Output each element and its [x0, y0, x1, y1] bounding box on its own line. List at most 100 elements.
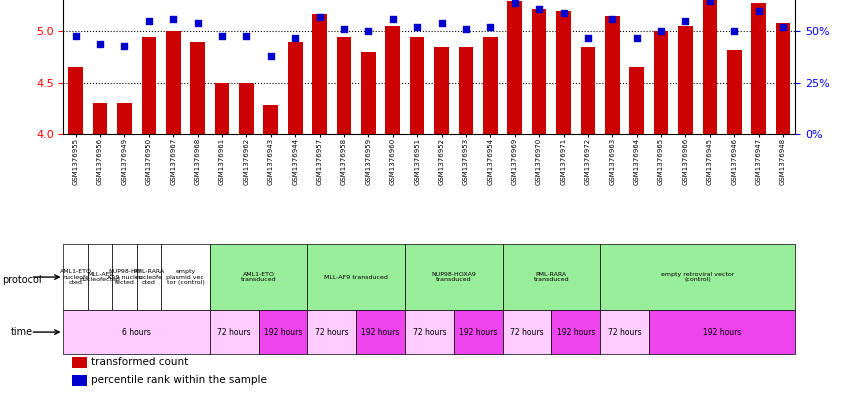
Text: 72 hours: 72 hours: [315, 328, 349, 336]
Point: [288, 35, 302, 41]
Bar: [72, 357, 87, 368]
Text: 192 hours: 192 hours: [459, 328, 497, 336]
Bar: [141, 37, 157, 134]
Bar: [190, 42, 205, 134]
Text: 72 hours: 72 hours: [607, 328, 641, 336]
Bar: [654, 31, 668, 134]
Bar: [239, 83, 254, 134]
Point: [728, 28, 741, 35]
Text: transformed count: transformed count: [91, 357, 188, 367]
Point: [167, 16, 180, 22]
Text: AML1-ETO
nucleofe
cted: AML1-ETO nucleofe cted: [60, 269, 91, 285]
Bar: [532, 9, 547, 134]
Text: MLL-AF9
nucleofected: MLL-AF9 nucleofected: [80, 272, 120, 283]
Point: [459, 26, 473, 33]
Text: 192 hours: 192 hours: [703, 328, 741, 336]
Bar: [288, 42, 303, 134]
Bar: [503, 244, 600, 310]
Text: 192 hours: 192 hours: [557, 328, 595, 336]
Point: [532, 6, 546, 12]
Text: empty
plasmid vec
tor (control): empty plasmid vec tor (control): [167, 269, 205, 285]
Bar: [69, 67, 83, 134]
Bar: [113, 244, 136, 310]
Bar: [161, 244, 210, 310]
Point: [239, 32, 253, 39]
Bar: [93, 103, 107, 134]
Bar: [88, 244, 113, 310]
Bar: [215, 83, 229, 134]
Point: [410, 24, 424, 31]
Point: [630, 35, 644, 41]
Bar: [459, 47, 473, 134]
Text: 192 hours: 192 hours: [361, 328, 400, 336]
Point: [338, 26, 351, 33]
Text: 72 hours: 72 hours: [413, 328, 446, 336]
Bar: [727, 50, 742, 134]
Bar: [405, 310, 453, 354]
Bar: [776, 23, 790, 134]
Bar: [508, 1, 522, 134]
Point: [581, 35, 595, 41]
Bar: [63, 244, 88, 310]
Point: [606, 16, 619, 22]
Bar: [702, 0, 717, 134]
Bar: [63, 310, 210, 354]
Bar: [751, 3, 766, 134]
Bar: [405, 244, 503, 310]
Text: 72 hours: 72 hours: [510, 328, 544, 336]
Text: empty retroviral vector
(control): empty retroviral vector (control): [661, 272, 734, 283]
Bar: [117, 103, 132, 134]
Point: [264, 53, 277, 59]
Bar: [312, 14, 327, 134]
Bar: [210, 244, 307, 310]
Bar: [629, 67, 644, 134]
Bar: [166, 31, 180, 134]
Text: PML-RARA
nucleofe
cted: PML-RARA nucleofe cted: [134, 269, 164, 285]
Point: [654, 28, 667, 35]
Bar: [483, 37, 497, 134]
Bar: [409, 37, 425, 134]
Point: [484, 24, 497, 31]
Bar: [453, 310, 503, 354]
Bar: [136, 244, 161, 310]
Bar: [678, 26, 693, 134]
Bar: [263, 105, 278, 134]
Bar: [307, 244, 405, 310]
Bar: [556, 11, 571, 134]
Point: [777, 24, 790, 31]
Point: [69, 32, 82, 39]
Bar: [552, 310, 600, 354]
Point: [361, 28, 375, 35]
Point: [752, 8, 766, 14]
Point: [313, 14, 327, 20]
Text: protocol: protocol: [3, 275, 42, 285]
Bar: [72, 375, 87, 386]
Text: 72 hours: 72 hours: [217, 328, 251, 336]
Bar: [307, 310, 356, 354]
Bar: [600, 310, 649, 354]
Text: MLL-AF9 transduced: MLL-AF9 transduced: [324, 275, 388, 279]
Bar: [337, 37, 351, 134]
Text: NUP98-HOXA9
transduced: NUP98-HOXA9 transduced: [431, 272, 476, 283]
Bar: [386, 26, 400, 134]
Text: percentile rank within the sample: percentile rank within the sample: [91, 375, 266, 385]
Point: [93, 40, 107, 47]
Text: 192 hours: 192 hours: [264, 328, 302, 336]
Point: [435, 20, 448, 26]
Point: [508, 0, 521, 6]
Bar: [605, 16, 619, 134]
Text: PML-RARA
transduced: PML-RARA transduced: [534, 272, 569, 283]
Point: [215, 32, 228, 39]
Bar: [649, 310, 795, 354]
Bar: [600, 244, 795, 310]
Bar: [580, 47, 596, 134]
Bar: [210, 310, 259, 354]
Point: [191, 20, 205, 26]
Point: [557, 10, 570, 16]
Text: AML1-ETO
transduced: AML1-ETO transduced: [241, 272, 277, 283]
Bar: [361, 52, 376, 134]
Bar: [259, 310, 307, 354]
Point: [386, 16, 399, 22]
Text: 6 hours: 6 hours: [122, 328, 151, 336]
Point: [142, 18, 156, 24]
